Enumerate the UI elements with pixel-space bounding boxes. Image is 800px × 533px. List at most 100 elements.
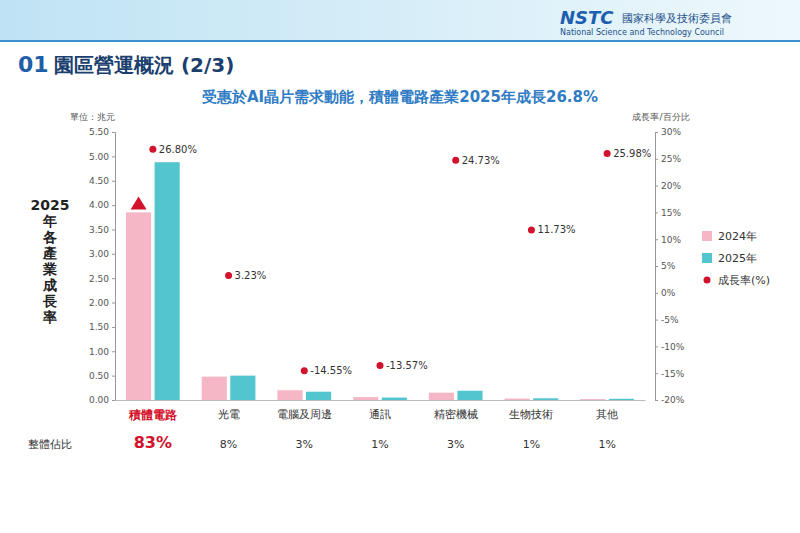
y-tick: 5.00 xyxy=(89,152,115,162)
tick-mark xyxy=(112,205,115,206)
bar xyxy=(609,399,634,400)
growth-dot xyxy=(377,362,384,369)
legend-label: 2025年 xyxy=(718,252,757,265)
y2-tick: -5% xyxy=(655,315,679,325)
growth-dot xyxy=(225,272,232,279)
org-name-en: National Science and Technology Council xyxy=(560,28,724,37)
category-label: 通訊 xyxy=(369,408,391,421)
org-logo: NSTC xyxy=(560,7,614,28)
y2-tick: -15% xyxy=(655,369,685,379)
y-tick: 2.00 xyxy=(89,298,115,308)
tick-mark xyxy=(112,156,115,157)
tick-mark xyxy=(112,303,115,304)
legend-label: 成長率(%) xyxy=(718,274,770,287)
data-label: 25.98% xyxy=(613,148,651,159)
tick-label: 5.00 xyxy=(89,152,109,162)
y2-title: 成長率/百分比 xyxy=(632,112,689,122)
tick-mark xyxy=(112,400,115,401)
bar xyxy=(505,399,530,400)
legend-swatch xyxy=(702,253,712,263)
data-label: 24.73% xyxy=(462,155,500,166)
y-title: 2025年各產業成長率 xyxy=(31,197,70,325)
tick-mark xyxy=(112,132,115,133)
tick-mark xyxy=(655,132,658,133)
tick-label: 20% xyxy=(661,181,681,191)
tick-label: -10% xyxy=(661,342,685,352)
x-tick: 精密機械 xyxy=(434,400,478,421)
share-label: 1% xyxy=(523,438,540,451)
y2-tick: -10% xyxy=(655,342,685,352)
y2-tick: 30% xyxy=(655,127,681,137)
bar xyxy=(306,392,331,400)
y-title-line: 成 xyxy=(42,277,57,293)
tick-label: 30% xyxy=(661,127,681,137)
data-label: -13.57% xyxy=(386,360,428,371)
tick-label: 0.00 xyxy=(89,395,109,405)
section-number: 01 xyxy=(18,52,49,77)
y-unit: 單位：兆元 xyxy=(70,112,115,122)
axis-line xyxy=(112,133,116,401)
category-label: 電腦及周邊 xyxy=(277,408,332,421)
tick-mark xyxy=(655,159,658,160)
y2-tick: 5% xyxy=(655,261,676,271)
y-axis: 0.000.501.001.502.002.503.003.504.004.50… xyxy=(89,127,116,405)
y2-tick: 0% xyxy=(655,288,676,298)
slide: NSTC國家科學及技術委員會National Science and Techn… xyxy=(0,0,800,533)
axis-line xyxy=(656,133,659,401)
tick-label: 4.50 xyxy=(89,176,109,186)
tick-label: 4.00 xyxy=(89,200,109,210)
y-title-line: 2025 xyxy=(31,197,70,213)
tick-label: 25% xyxy=(661,154,681,164)
tick-label: 0% xyxy=(661,288,676,298)
section-title: 園區營運概況 (2/3) xyxy=(54,53,234,77)
plot-area xyxy=(126,146,634,400)
category-label: 積體電路 xyxy=(128,408,178,422)
legend-label: 2024年 xyxy=(718,230,757,243)
y-title-line: 業 xyxy=(42,261,57,277)
tick-mark xyxy=(112,254,115,255)
tick-mark xyxy=(655,239,658,240)
category-label: 其他 xyxy=(596,408,618,421)
axis-line xyxy=(116,400,646,401)
bar xyxy=(230,376,255,400)
y2-tick: 10% xyxy=(655,235,681,245)
tick-label: 10% xyxy=(661,235,681,245)
growth-dot xyxy=(604,150,611,157)
y2-tick: 15% xyxy=(655,208,681,218)
bar xyxy=(353,397,378,400)
y-title-line: 率 xyxy=(42,309,57,325)
tick-label: -20% xyxy=(661,395,685,405)
x-tick: 光電 xyxy=(218,400,240,421)
highlight-arrow xyxy=(131,196,147,209)
y-title-line: 年 xyxy=(42,213,57,229)
legend-swatch xyxy=(704,277,711,284)
y-tick: 1.00 xyxy=(89,347,115,357)
chart-root: NSTC國家科學及技術委員會National Science and Techn… xyxy=(0,0,800,533)
tick-mark xyxy=(112,351,115,352)
data-label: -14.55% xyxy=(310,365,352,376)
bar xyxy=(429,393,454,400)
tick-mark xyxy=(112,278,115,279)
y2-tick: -20% xyxy=(655,395,685,405)
bar xyxy=(457,391,482,400)
tick-label: 5.50 xyxy=(89,127,109,137)
tick-label: 3.50 xyxy=(89,225,109,235)
tick-mark xyxy=(655,266,658,267)
x-tick: 電腦及周邊 xyxy=(277,400,332,421)
header-rule xyxy=(0,40,800,42)
y-title-line: 各 xyxy=(42,229,57,245)
tick-label: 15% xyxy=(661,208,681,218)
y-tick: 3.50 xyxy=(89,225,115,235)
y2-tick: 20% xyxy=(655,181,681,191)
legend-swatch xyxy=(702,231,712,241)
y-tick: 0.00 xyxy=(89,395,115,405)
y-tick: 4.50 xyxy=(89,176,115,186)
bar xyxy=(155,162,180,400)
header-band xyxy=(0,0,800,40)
tick-mark xyxy=(112,376,115,377)
tick-label: 2.50 xyxy=(89,274,109,284)
y-tick: 0.50 xyxy=(89,371,115,381)
tick-label: 1.00 xyxy=(89,347,109,357)
x-tick: 通訊 xyxy=(369,400,391,421)
y-tick: 2.50 xyxy=(89,274,115,284)
